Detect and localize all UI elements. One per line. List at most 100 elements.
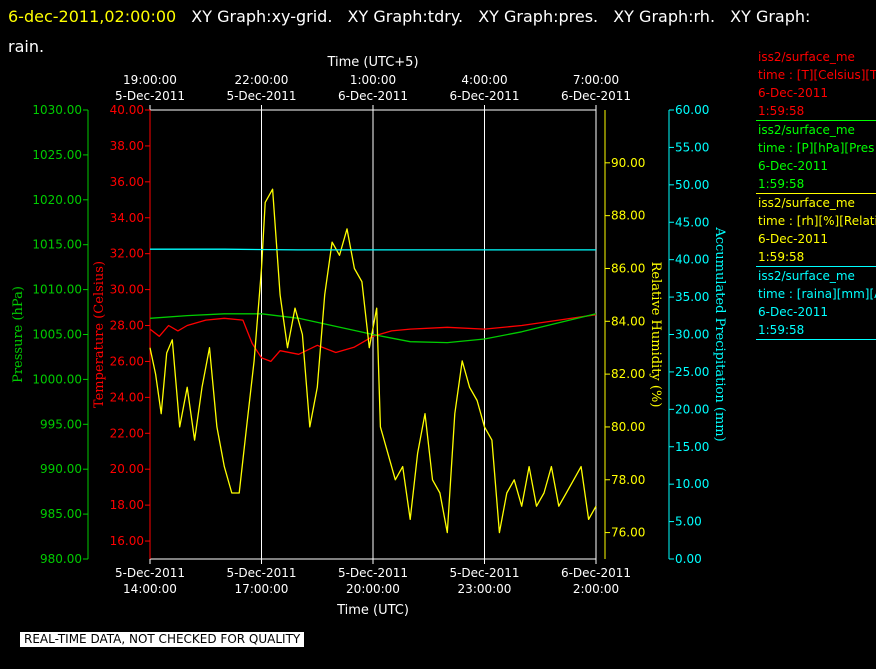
series-humidity-line bbox=[149, 188, 597, 534]
x-top-tick-label-time: 4:00:00 bbox=[461, 73, 507, 87]
legend-date: 6-Dec-2011 bbox=[758, 232, 829, 246]
precip-tick-label: 20.00 bbox=[675, 402, 709, 416]
pressure-tick-label: 990.00 bbox=[40, 462, 82, 476]
series-temperature-line bbox=[149, 314, 597, 363]
precip-tick-label: 40.00 bbox=[675, 253, 709, 267]
x-axis-label: Time (UTC) bbox=[336, 603, 409, 618]
temperature-tick-label: 16.00 bbox=[110, 534, 144, 548]
legend-variable: time : [raina][mm][A bbox=[758, 287, 876, 301]
header-graph-rain-prefix: XY Graph: bbox=[730, 7, 811, 26]
series-pressure-line bbox=[149, 313, 597, 344]
precip-axis-label: Accumulated Precipitation (mm) bbox=[712, 226, 727, 441]
legend: iss2/surface_me time : [T][Celsius][T 6-… bbox=[756, 48, 876, 340]
x-top-tick-label-time: 1:00:00 bbox=[350, 73, 396, 87]
temperature-axis-label: Temperature (Celsius) bbox=[92, 261, 107, 408]
x-top-tick-label-time: 22:00:00 bbox=[235, 73, 289, 87]
grid-layer bbox=[261, 110, 485, 559]
temperature-tick-label: 24.00 bbox=[110, 390, 144, 404]
humidity-tick-label: 84.00 bbox=[611, 314, 645, 328]
pressure-tick-label: 985.00 bbox=[40, 507, 82, 521]
x-tick-label-date: 5-Dec-2011 bbox=[226, 566, 296, 580]
legend-entry-temperature[interactable]: iss2/surface_me time : [T][Celsius][T 6-… bbox=[756, 48, 876, 120]
x-tick-label-time: 23:00:00 bbox=[458, 582, 512, 596]
humidity-axis-label: Relative Humidity (%) bbox=[648, 262, 663, 408]
pressure-tick-label: 1025.00 bbox=[32, 148, 82, 162]
pressure-axis-label: Pressure (hPa) bbox=[11, 286, 26, 383]
legend-entry-precipitation[interactable]: iss2/surface_me time : [raina][mm][A 6-D… bbox=[756, 266, 876, 340]
temperature-tick-label: 18.00 bbox=[110, 498, 144, 512]
x-top-tick-label-date: 5-Dec-2011 bbox=[115, 89, 185, 103]
series-precip-line bbox=[150, 248, 596, 251]
pressure-tick-label: 1010.00 bbox=[32, 283, 82, 297]
header-graph-pres: XY Graph:pres. bbox=[478, 7, 599, 26]
precip-tick-label: 30.00 bbox=[675, 328, 709, 342]
legend-variable: time : [P][hPa][Pres bbox=[758, 141, 875, 155]
pressure-tick-label: 980.00 bbox=[40, 552, 82, 566]
legend-entry-humidity[interactable]: iss2/surface_me time : [rh][%][Relati 6-… bbox=[756, 193, 876, 266]
x-top-tick-label-time: 19:00:00 bbox=[123, 73, 177, 87]
legend-date: 6-Dec-2011 bbox=[758, 86, 829, 100]
x-tick-label-date: 5-Dec-2011 bbox=[449, 566, 519, 580]
x-tick-label-date: 5-Dec-2011 bbox=[338, 566, 408, 580]
legend-title: iss2/surface_me bbox=[758, 50, 855, 64]
pressure-tick-label: 1015.00 bbox=[32, 238, 82, 252]
axes-layer: 5-Dec-2011 14:00:00 5-Dec-2011 17:00:00 5-De… bbox=[11, 55, 727, 618]
x-top-tick-label-date: 6-Dec-2011 bbox=[561, 89, 631, 103]
temperature-tick-label: 36.00 bbox=[110, 175, 144, 189]
series-layer bbox=[149, 188, 597, 534]
legend-time: 1:59:58 bbox=[758, 104, 805, 118]
precip-tick-label: 60.00 bbox=[675, 103, 709, 117]
x-tick-label-time: 2:00:00 bbox=[573, 582, 619, 596]
temperature-tick-label: 22.00 bbox=[110, 426, 144, 440]
temperature-tick-label: 20.00 bbox=[110, 462, 144, 476]
pressure-tick-label: 1020.00 bbox=[32, 193, 82, 207]
x-top-tick-label-time: 7:00:00 bbox=[573, 73, 619, 87]
precip-tick-label: 25.00 bbox=[675, 365, 709, 379]
temperature-tick-label: 26.00 bbox=[110, 354, 144, 368]
temperature-tick-label: 32.00 bbox=[110, 247, 144, 261]
pressure-tick-label: 1005.00 bbox=[32, 328, 82, 342]
precip-tick-label: 5.00 bbox=[675, 515, 702, 529]
pressure-tick-label: 995.00 bbox=[40, 417, 82, 431]
humidity-tick-label: 86.00 bbox=[611, 261, 645, 275]
humidity-tick-label: 88.00 bbox=[611, 209, 645, 223]
pressure-tick-label: 1000.00 bbox=[32, 372, 82, 386]
legend-title: iss2/surface_me bbox=[758, 269, 855, 283]
header-graph-rh: XY Graph:rh. bbox=[613, 7, 716, 26]
header-graph-rain: rain. bbox=[8, 37, 45, 56]
x-top-tick-label-date: 6-Dec-2011 bbox=[338, 89, 408, 103]
legend-date: 6-Dec-2011 bbox=[758, 159, 829, 173]
x-tick-label-date: 6-Dec-2011 bbox=[561, 566, 631, 580]
legend-date: 6-Dec-2011 bbox=[758, 305, 829, 319]
chart-header: 6-dec-2011,02:00:00 XY Graph:xy-grid. XY… bbox=[8, 2, 868, 62]
x-tick-label-time: 20:00:00 bbox=[346, 582, 400, 596]
legend-title: iss2/surface_me bbox=[758, 123, 855, 137]
x-top-tick-label-date: 5-Dec-2011 bbox=[226, 89, 296, 103]
precip-tick-label: 35.00 bbox=[675, 290, 709, 304]
header-graph-tdry: XY Graph:tdry. bbox=[347, 7, 464, 26]
quality-notice: REAL-TIME DATA, NOT CHECKED FOR QUALITY bbox=[20, 632, 305, 647]
humidity-tick-label: 82.00 bbox=[611, 367, 645, 381]
precip-tick-label: 55.00 bbox=[675, 140, 709, 154]
humidity-tick-label: 80.00 bbox=[611, 420, 645, 434]
temperature-tick-label: 38.00 bbox=[110, 139, 144, 153]
legend-variable: time : [rh][%][Relati bbox=[758, 214, 876, 228]
pressure-tick-label: 1030.00 bbox=[32, 103, 82, 117]
precip-tick-label: 15.00 bbox=[675, 440, 709, 454]
temperature-tick-label: 30.00 bbox=[110, 283, 144, 297]
legend-time: 1:59:58 bbox=[758, 250, 805, 264]
precip-tick-label: 10.00 bbox=[675, 477, 709, 491]
precip-tick-label: 0.00 bbox=[675, 552, 702, 566]
precip-tick-label: 50.00 bbox=[675, 178, 709, 192]
temperature-tick-label: 40.00 bbox=[110, 103, 144, 117]
legend-entry-pressure[interactable]: iss2/surface_me time : [P][hPa][Pres 6-D… bbox=[756, 120, 876, 193]
header-graph-xy-grid: XY Graph:xy-grid. bbox=[191, 7, 333, 26]
legend-time: 1:59:58 bbox=[758, 177, 805, 191]
x-tick-label-date: 5-Dec-2011 bbox=[115, 566, 185, 580]
x-tick-label-time: 17:00:00 bbox=[235, 582, 289, 596]
humidity-tick-label: 76.00 bbox=[611, 526, 645, 540]
humidity-tick-label: 90.00 bbox=[611, 156, 645, 170]
plot-frame bbox=[149, 109, 597, 560]
legend-time: 1:59:58 bbox=[758, 323, 805, 337]
